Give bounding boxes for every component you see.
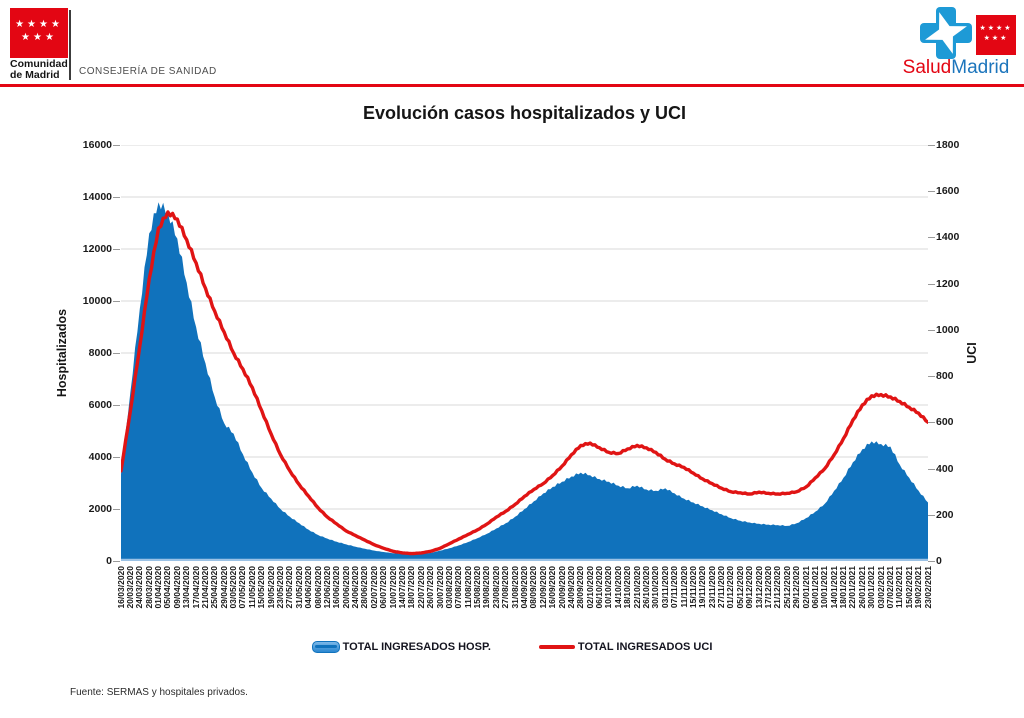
left-axis-tick-mark [113, 145, 120, 146]
x-axis-date-label: 09/12/2020 [744, 566, 755, 609]
x-axis-date-label: 19/02/2021 [913, 566, 924, 609]
legend-label-uci: TOTAL INGRESADOS UCI [577, 641, 713, 653]
x-axis-date-label: 13/04/2020 [181, 566, 192, 609]
left-axis-tick-label: 16000 [82, 139, 112, 151]
left-axis-tick-mark [113, 197, 120, 198]
chart-canvas [119, 144, 930, 562]
line-series-swatch-icon [538, 645, 575, 649]
comunidad-madrid-wordmark: Comunidad de Madrid [10, 59, 68, 81]
left-axis-tick-label: 4000 [88, 451, 112, 463]
salud-flag-icon: ★★★★ ★★★ [976, 15, 1016, 55]
flag-stars-icon: ★★★★ [979, 25, 1013, 32]
right-axis-tick-mark [928, 422, 935, 424]
department-name: CONSEJERÍA DE SANIDAD [79, 66, 217, 77]
left-axis-tick-label: 14000 [82, 191, 112, 203]
uci-line-series [119, 210, 930, 556]
x-axis-date-label: 28/09/2020 [575, 566, 586, 609]
x-axis-date-label: 26/07/2020 [425, 566, 436, 609]
left-axis-tick-mark [113, 561, 120, 562]
right-axis-tick-label: 0 [936, 555, 942, 567]
legend-label-hosp: TOTAL INGRESADOS HOSP. [342, 641, 491, 653]
right-axis-tick-label: 1000 [936, 323, 960, 336]
right-axis-tick-mark [928, 561, 935, 562]
right-axis-title: UCI [965, 342, 979, 364]
header-divider [69, 10, 71, 80]
left-axis-tick-mark [113, 353, 120, 354]
blue-cross-star-icon [920, 7, 972, 59]
x-axis-date-label: 23/02/2021 [922, 566, 933, 609]
right-axis-tick-label: 200 [936, 508, 954, 521]
flag-stars-icon: ★★★ [21, 32, 57, 43]
left-axis-tick-label: 10000 [82, 295, 112, 307]
legend-item-hosp: TOTAL INGRESADOS HOSP. [311, 641, 491, 653]
wordmark-line1: Comunidad [10, 58, 68, 70]
salud-madrid-wordmark: SaludMadrid [896, 57, 1016, 79]
x-axis-date-label: 15/05/2020 [256, 566, 267, 609]
salud-text: Salud [902, 57, 952, 78]
plot-area [119, 144, 930, 562]
chart-title: Evolución casos hospitalizados y UCI [362, 103, 687, 123]
right-axis-tick-mark [928, 468, 935, 470]
x-axis-date-label: 16/06/2020 [331, 566, 342, 609]
hospitalized-area-series [121, 202, 928, 561]
left-axis-tick-label: 12000 [82, 243, 112, 255]
salud-madrid-logo: ★★★★ ★★★ SaludMadrid [896, 5, 1016, 83]
comunidad-madrid-flag-logo: ★★★★ ★★★ [10, 8, 68, 58]
left-axis-tick-mark [113, 457, 120, 458]
x-axis-date-label: 30/10/2020 [650, 566, 661, 609]
wordmark-line2: de Madrid [10, 69, 60, 81]
right-axis-tick-label: 600 [936, 416, 954, 429]
x-axis-date-label: 06/07/2020 [378, 566, 389, 609]
x-axis-date-label: 07/08/2020 [453, 566, 464, 609]
madrid-text: Madrid [951, 57, 1010, 78]
right-axis-tick-label: 1600 [936, 185, 960, 198]
x-axis-date-label: 16/09/2020 [547, 566, 558, 609]
right-axis-tick-label: 1800 [936, 139, 960, 151]
left-axis-tick-label: 6000 [88, 399, 112, 411]
right-axis-tick-label: 800 [936, 370, 954, 383]
left-axis-tick-label: 0 [106, 555, 112, 567]
header-rule [0, 84, 1024, 87]
left-axis-tick-mark [113, 301, 120, 302]
left-axis-tick-mark [113, 509, 120, 510]
x-axis-date-label: 07/11/2020 [669, 566, 680, 609]
x-axis-date-label: 25/04/2020 [209, 566, 220, 609]
left-axis-tick-mark [113, 249, 120, 250]
right-axis-tick-mark [928, 376, 935, 378]
x-axis-date-label: 19/11/2020 [697, 566, 708, 609]
flag-stars-icon: ★★★★ [15, 19, 63, 30]
x-axis-date-label: 04/06/2020 [303, 566, 314, 609]
left-axis-tick-mark [113, 405, 120, 406]
right-axis-tick-mark [928, 329, 935, 331]
x-axis-date-label: 11/02/2021 [894, 566, 905, 609]
flag-stars-icon: ★★★ [983, 35, 1009, 42]
right-axis-tick-label: 1400 [936, 231, 960, 244]
chart-legend: TOTAL INGRESADOS HOSP. TOTAL INGRESADOS … [0, 641, 1024, 653]
right-axis-tick-mark [928, 191, 935, 193]
legend-item-uci: TOTAL INGRESADOS UCI [538, 641, 713, 653]
x-axis-date-label: 21/12/2020 [772, 566, 783, 609]
x-axis-date-label: 29/12/2020 [791, 566, 802, 609]
x-axis-date-label: 27/08/2020 [500, 566, 511, 609]
right-axis-tick-label: 1200 [936, 277, 960, 290]
x-axis-date-label: 18/10/2020 [622, 566, 633, 609]
source-note: Fuente: SERMAS y hospitales privados. [70, 687, 248, 698]
right-axis-tick-mark [928, 145, 935, 146]
right-axis-tick-mark [928, 514, 935, 516]
area-series-swatch-icon [311, 641, 340, 653]
right-axis-tick-label: 400 [936, 462, 954, 475]
right-axis-tick-mark [928, 237, 935, 239]
right-axis-tick-mark [928, 283, 935, 285]
x-axis-date-label: 10/01/2021 [819, 566, 830, 609]
left-axis-tick-label: 2000 [88, 503, 112, 515]
left-axis-tick-label: 8000 [88, 347, 112, 359]
x-axis-date-label: 24/03/2020 [134, 566, 145, 609]
x-axis-date-label: 30/01/2021 [866, 566, 877, 609]
